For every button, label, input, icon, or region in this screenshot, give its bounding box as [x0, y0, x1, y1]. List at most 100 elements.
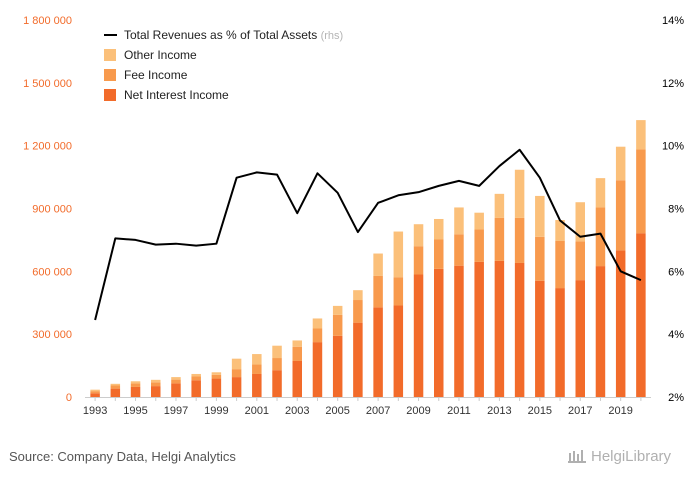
bar-net-interest-income-2003 — [292, 360, 302, 397]
left-tick-label-2: 600 000 — [32, 266, 72, 278]
bar-fee-income-2017 — [575, 241, 585, 281]
brand-logo: HelgiLibrary — [568, 448, 671, 465]
bar-other-income-2004 — [312, 318, 323, 329]
right-tick-label-5: 12% — [662, 78, 684, 90]
bar-net-interest-income-2008 — [393, 305, 404, 397]
x-tick-label-1997: 1997 — [164, 405, 188, 417]
bar-fee-income-2006 — [353, 300, 363, 323]
axes-layer: 1993 1995 1997 1999 2001 2003 2005 2007 2009 2011… — [23, 15, 684, 417]
x-tick-label-2011: 2011 — [447, 405, 471, 417]
bar-fee-income-2012 — [474, 229, 484, 262]
bar-fee-income-1999 — [211, 374, 222, 379]
x-tick-label-2019: 2019 — [608, 405, 632, 417]
bar-net-interest-income-1999 — [211, 378, 222, 397]
bar-other-income-1996 — [151, 379, 161, 383]
bar-fee-income-1997 — [171, 379, 181, 384]
bar-net-interest-income-2010 — [434, 268, 444, 397]
x-tick-label-2007: 2007 — [366, 405, 390, 417]
bar-fee-income-2014 — [514, 217, 525, 263]
bar-net-interest-income-2006 — [353, 322, 363, 397]
bar-other-income-2018 — [595, 178, 606, 208]
bar-other-income-2000 — [231, 358, 242, 370]
bar-other-income-2020 — [636, 120, 646, 150]
bar-other-income-2013 — [494, 193, 505, 218]
bar-other-income-1993 — [90, 389, 100, 392]
bar-net-interest-income-2016 — [555, 288, 565, 397]
revenue-chart: 1993 1995 1997 1999 2001 2003 2005 2007 2009 2011… — [23, 15, 684, 417]
bar-fee-income-2007 — [373, 275, 383, 308]
bar-layer — [90, 120, 646, 397]
bar-net-interest-income-2015 — [535, 280, 545, 397]
bar-other-income-2011 — [454, 207, 464, 235]
bar-fee-income-2011 — [454, 234, 464, 266]
legend-label-net-interest-income: Net Interest Income — [124, 88, 229, 102]
bar-fee-income-2008 — [393, 277, 404, 306]
bar-fee-income-2018 — [595, 207, 606, 267]
bar-other-income-2007 — [373, 253, 383, 276]
bar-other-income-1997 — [171, 377, 181, 380]
x-tick-label-2009: 2009 — [406, 405, 430, 417]
x-tick-label-2013: 2013 — [487, 405, 511, 417]
legend-rhs-suffix: (rhs) — [321, 30, 344, 42]
bar-other-income-2005 — [332, 305, 343, 315]
legend-swatch-other-income — [104, 49, 116, 61]
right-tick-label-2: 6% — [668, 266, 684, 278]
left-tick-label-1: 300 000 — [32, 329, 72, 341]
legend-label-fee-income: Fee Income — [124, 68, 188, 82]
bar-other-income-2012 — [474, 212, 484, 230]
right-tick-label-3: 8% — [668, 204, 684, 216]
bar-net-interest-income-1997 — [171, 383, 181, 397]
bar-other-income-2006 — [353, 290, 363, 301]
right-tick-label-1: 4% — [668, 329, 684, 341]
bar-fee-income-1998 — [191, 376, 201, 381]
bar-other-income-2015 — [535, 195, 545, 237]
bar-net-interest-income-2012 — [474, 261, 484, 397]
x-tick-label-1999: 1999 — [204, 405, 228, 417]
bar-net-interest-income-2001 — [252, 373, 262, 397]
x-tick-label-2005: 2005 — [325, 405, 349, 417]
bar-net-interest-income-1993 — [90, 393, 100, 397]
bar-fee-income-2005 — [332, 314, 343, 336]
legend: Total Revenues as % of Total Assets (rhs… — [104, 28, 343, 102]
bar-fee-income-2003 — [292, 346, 302, 361]
left-tick-label-0: 0 — [66, 392, 72, 404]
right-tick-label-4: 10% — [662, 141, 684, 153]
bar-net-interest-income-1994 — [110, 388, 121, 397]
bar-net-interest-income-2007 — [373, 307, 383, 397]
bar-fee-income-1994 — [110, 385, 121, 389]
bar-net-interest-income-1995 — [130, 386, 141, 397]
bar-fee-income-2015 — [535, 236, 545, 281]
left-tick-label-5: 1 500 000 — [23, 78, 72, 90]
revenue-ratio-line — [94, 148, 642, 321]
bar-other-income-2016 — [555, 220, 565, 241]
left-tick-label-3: 900 000 — [32, 204, 72, 216]
bar-net-interest-income-2005 — [332, 335, 343, 397]
bar-other-income-2010 — [434, 218, 444, 240]
bar-fee-income-1996 — [151, 382, 161, 387]
left-tick-label-4: 1 200 000 — [23, 141, 72, 153]
legend-swatch-net-interest-income — [104, 89, 116, 101]
bar-fee-income-2019 — [615, 180, 626, 251]
bar-other-income-2008 — [393, 231, 404, 278]
x-tick-label-2003: 2003 — [285, 405, 309, 417]
bar-fee-income-2020 — [636, 149, 646, 234]
brand-name: HelgiLibrary — [591, 448, 672, 465]
x-tick-label-2017: 2017 — [568, 405, 592, 417]
bar-other-income-2009 — [413, 224, 424, 247]
bar-other-income-1999 — [211, 372, 222, 375]
bar-net-interest-income-2017 — [575, 280, 585, 397]
bar-fee-income-2016 — [555, 240, 565, 289]
line-layer — [94, 148, 642, 321]
right-tick-label-0: 2% — [668, 392, 684, 404]
bar-fee-income-2013 — [494, 217, 505, 261]
bar-net-interest-income-1998 — [191, 380, 201, 397]
bar-fee-income-2001 — [252, 364, 262, 374]
bar-other-income-2017 — [575, 202, 585, 242]
bar-net-interest-income-1996 — [151, 386, 161, 397]
bar-other-income-1995 — [130, 381, 141, 384]
bar-other-income-1994 — [110, 383, 121, 386]
bar-net-interest-income-2013 — [494, 260, 505, 397]
bar-net-interest-income-2019 — [615, 250, 626, 397]
bar-other-income-2003 — [292, 340, 302, 347]
bar-other-income-2019 — [615, 146, 626, 181]
